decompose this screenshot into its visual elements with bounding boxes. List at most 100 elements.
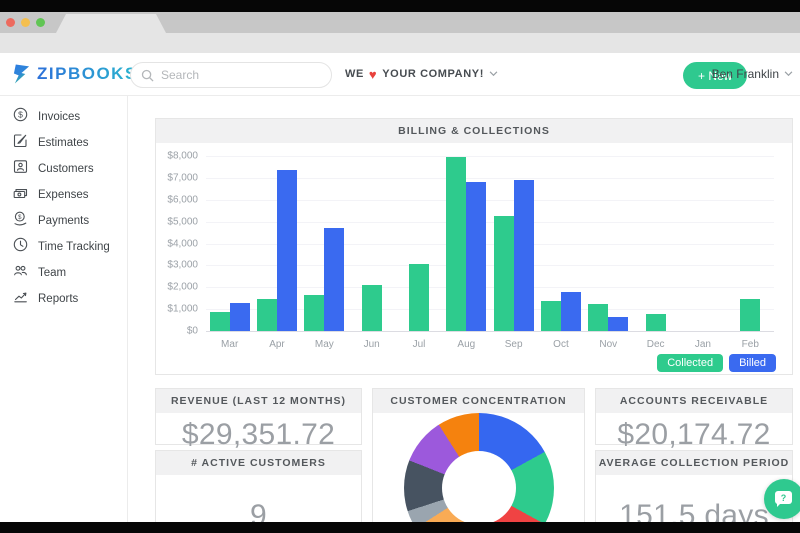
app-header: ZIPBOOKS Search WE ♥ YOUR COMPANY! + New…	[0, 53, 800, 96]
clock-icon	[13, 237, 28, 257]
sidebar-item-label: Payments	[38, 215, 90, 227]
bar-collected-apr[interactable]	[256, 299, 277, 331]
team-people-icon	[13, 263, 28, 283]
zipbooks-bolt-icon	[13, 64, 30, 84]
bar-collected-jun[interactable]	[361, 285, 382, 331]
sidebar-item-label: Reports	[38, 293, 79, 305]
sidebar-item-label: Estimates	[38, 137, 89, 149]
x-axis-tick-label: Oct	[553, 339, 569, 350]
new-button[interactable]: + New	[683, 62, 748, 89]
company-label-pre: WE	[345, 68, 364, 80]
sidebar-item-reports[interactable]: Reports	[0, 286, 127, 312]
active-customers-card: # ACTIVE CUSTOMERS 9	[155, 450, 362, 533]
search-input[interactable]: Search	[130, 62, 332, 88]
revenue-card-title: REVENUE (LAST 12 MONTHS)	[156, 389, 361, 413]
legend-billed[interactable]: Billed	[729, 354, 776, 372]
bar-collected-jul[interactable]	[408, 264, 429, 331]
chart-month-group-oct	[537, 156, 584, 331]
company-selector[interactable]: WE ♥ YOUR COMPANY!	[345, 53, 498, 95]
zipbooks-logo[interactable]: ZIPBOOKS	[12, 53, 138, 95]
sidebar: $ Invoices Estimates Customers Expenses $ Paym…	[0, 96, 128, 533]
sidebar-item-label: Customers	[38, 163, 94, 175]
revenue-card: REVENUE (LAST 12 MONTHS) $29,351.72	[155, 388, 362, 451]
y-axis-tick-label: $1,000	[167, 303, 198, 315]
browser-toolbar	[0, 33, 800, 53]
sidebar-item-estimates[interactable]: Estimates	[0, 130, 127, 156]
sidebar-item-customers[interactable]: Customers	[0, 156, 127, 182]
chart-month-group-apr	[253, 156, 300, 331]
chart-month-group-sep	[490, 156, 537, 331]
x-axis-tick-label: May	[314, 339, 334, 350]
gridline	[206, 243, 774, 245]
x-axis-tick-label: Jan	[694, 339, 711, 350]
sidebar-item-label: Invoices	[38, 111, 81, 123]
billing-plot: $8,000 $7,000 $6,000 $5,000 $4,000 $3,000 $2,0…	[167, 151, 774, 337]
reports-chart-icon	[13, 289, 28, 309]
x-axis-tick-label: Jun	[363, 339, 380, 350]
zipbooks-wordmark: ZIPBOOKS	[37, 64, 138, 83]
estimate-pencil-icon	[13, 133, 28, 153]
y-axis-tick-label: $7,000	[167, 172, 198, 184]
chart-month-group-mar	[206, 156, 253, 331]
gridline	[206, 309, 774, 311]
sidebar-item-time-tracking[interactable]: Time Tracking	[0, 234, 127, 260]
sidebar-item-team[interactable]: Team	[0, 260, 127, 286]
expenses-bills-icon	[13, 185, 28, 205]
chart-month-group-feb	[727, 156, 774, 331]
customer-concentration-card: CUSTOMER CONCENTRATION	[372, 388, 585, 533]
user-name: Ben Franklin	[711, 67, 779, 81]
zoom-window-button[interactable]	[36, 18, 45, 27]
chevron-down-icon	[784, 71, 793, 77]
search-placeholder: Search	[161, 68, 200, 82]
customer-card-icon	[13, 159, 28, 179]
collection-period-title: AVERAGE COLLECTION PERIOD	[596, 451, 792, 475]
bar-collected-oct[interactable]	[540, 301, 561, 331]
customer-concentration-donut	[404, 413, 554, 533]
browser-tab-strip	[0, 12, 800, 33]
bar-billed-aug[interactable]	[466, 182, 487, 331]
gridline	[206, 177, 774, 179]
customer-concentration-title: CUSTOMER CONCENTRATION	[373, 389, 584, 413]
bar-collected-sep[interactable]	[493, 216, 514, 331]
revenue-value: $29,351.72	[181, 418, 336, 451]
gridline	[206, 199, 774, 201]
bar-billed-may[interactable]	[324, 228, 345, 331]
gridline	[206, 287, 774, 289]
user-menu[interactable]: Ben Franklin	[712, 53, 793, 95]
bar-collected-may[interactable]	[304, 294, 325, 331]
company-label-post: YOUR COMPANY!	[382, 68, 484, 80]
x-axis-tick-label: Nov	[599, 339, 618, 350]
x-axis-tick-label: Sep	[504, 339, 523, 350]
payments-coin-icon: $	[13, 211, 28, 231]
sidebar-item-payments[interactable]: $ Payments	[0, 208, 127, 234]
bars-area	[206, 156, 774, 331]
billing-chart: $8,000 $7,000 $6,000 $5,000 $4,000 $3,000 $2,0…	[156, 143, 792, 374]
bar-collected-nov[interactable]	[588, 303, 609, 331]
bar-billed-nov[interactable]	[608, 316, 629, 331]
bar-collected-feb[interactable]	[740, 299, 761, 331]
close-window-button[interactable]	[6, 18, 15, 27]
y-axis-tick-label: $8,000	[167, 150, 198, 162]
active-customers-title: # ACTIVE CUSTOMERS	[156, 451, 361, 475]
chart-month-group-may	[301, 156, 348, 331]
sidebar-item-label: Expenses	[38, 189, 89, 201]
browser-tab[interactable]	[56, 14, 166, 33]
y-axis-tick-label: $6,000	[167, 194, 198, 206]
bar-collected-dec[interactable]	[645, 313, 666, 331]
letterbox-bottom	[0, 522, 800, 533]
bar-collected-aug[interactable]	[446, 157, 467, 331]
sidebar-item-expenses[interactable]: Expenses	[0, 182, 127, 208]
help-chat-button[interactable]: ?	[764, 479, 800, 519]
minimize-window-button[interactable]	[21, 18, 30, 27]
bar-collected-mar[interactable]	[209, 312, 230, 331]
bar-billed-oct[interactable]	[560, 291, 581, 331]
accounts-receivable-card: ACCOUNTS RECEIVABLE $20,174.72	[595, 388, 793, 451]
legend-collected[interactable]: Collected	[657, 354, 724, 372]
y-axis-tick-label: $0	[186, 325, 198, 337]
x-axis-tick-label: Aug	[457, 339, 476, 350]
bar-billed-apr[interactable]	[276, 170, 297, 331]
bar-billed-sep[interactable]	[513, 180, 534, 331]
sidebar-item-label: Time Tracking	[38, 241, 110, 253]
bar-billed-mar[interactable]	[229, 302, 250, 331]
sidebar-item-invoices[interactable]: $ Invoices	[0, 104, 127, 130]
